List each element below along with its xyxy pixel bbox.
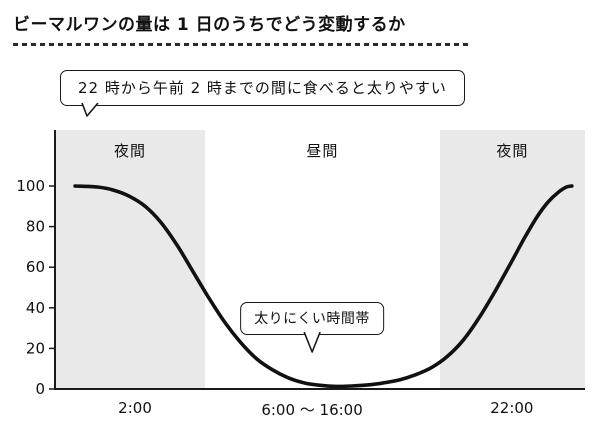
x-axis-label: 22:00 xyxy=(490,399,534,417)
region-label: 昼間 xyxy=(306,142,339,160)
callout-box: 22 時から午前 2 時までの間に食べると太りやすい xyxy=(60,70,465,117)
callout-text: 22 時から午前 2 時までの間に食べると太りやすい xyxy=(78,79,447,97)
y-tick-label: 0 xyxy=(35,380,45,398)
title-underline xyxy=(13,43,469,46)
y-tick-label: 60 xyxy=(26,258,45,276)
y-tick-label: 100 xyxy=(16,177,45,195)
bmal1-line-chart: 100 80 60 40 20 0 太りにくい時間帯 夜間 昼間 夜間 2:00 6:00 ～ 1… xyxy=(0,115,600,428)
annotation-bubble: 太りにくい時間帯 xyxy=(240,302,384,353)
plot-svg: 100 80 60 40 20 0 xyxy=(16,130,585,398)
y-tick-label: 80 xyxy=(26,218,45,236)
night-shaded-band xyxy=(55,130,205,389)
x-axis-label: 2:00 xyxy=(118,399,152,417)
region-label: 夜間 xyxy=(113,142,146,160)
region-label: 夜間 xyxy=(496,142,529,160)
y-tick-label: 20 xyxy=(26,339,45,357)
bmal1-curve xyxy=(73,184,574,389)
x-axis-label: 6:00 ～ 16:00 xyxy=(261,401,363,419)
page-title: ビーマルワンの量は 1 日のうちでどう変動するか xyxy=(13,15,406,35)
y-tick-label: 40 xyxy=(26,299,45,317)
annotation-text: 太りにくい時間帯 xyxy=(254,311,370,327)
annotation-tail-icon xyxy=(303,332,321,353)
callout-tail-icon xyxy=(81,103,99,117)
